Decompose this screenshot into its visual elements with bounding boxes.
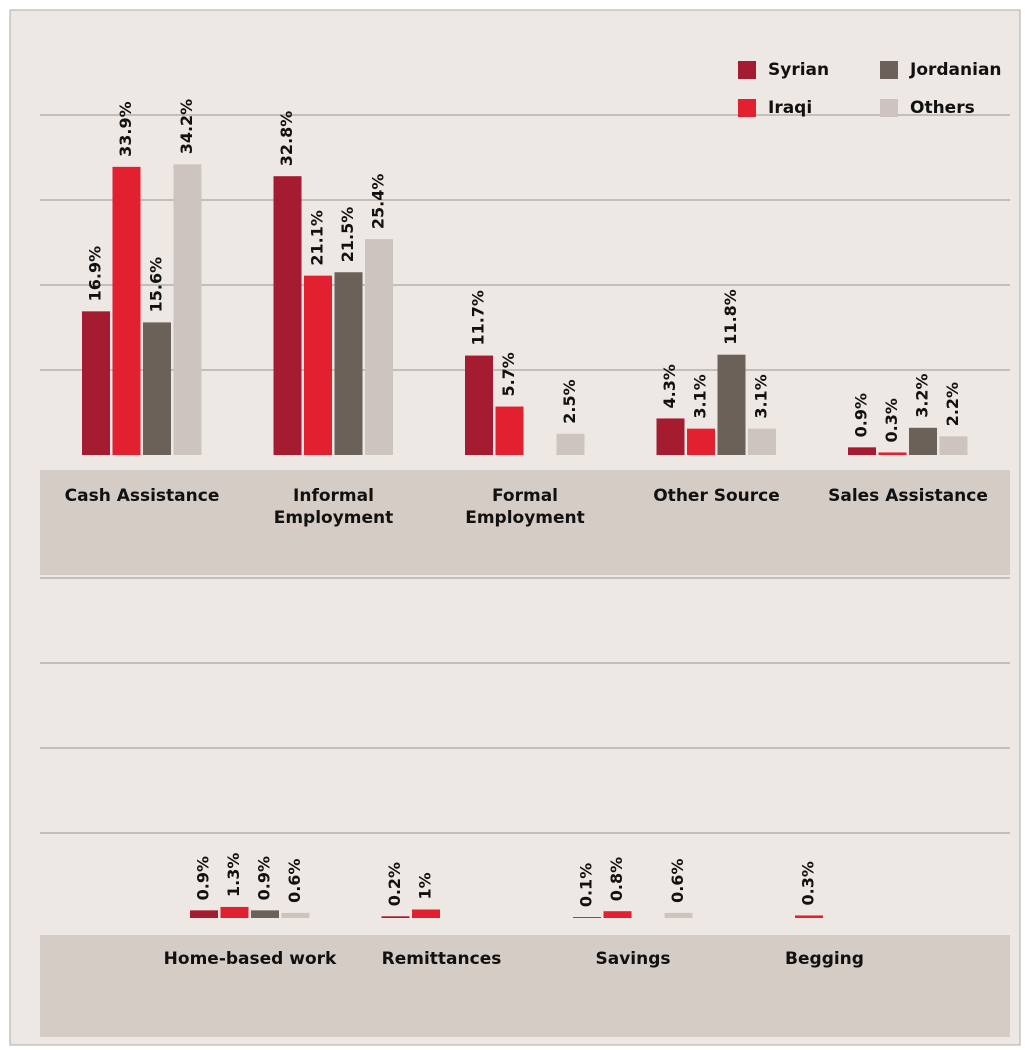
bar (909, 427, 937, 455)
bar (465, 355, 493, 455)
legend-swatch (880, 61, 898, 79)
category-label: Cash Assistance (64, 486, 220, 506)
bar (190, 910, 218, 918)
value-label: 3.1% (691, 374, 710, 418)
legend-swatch (738, 61, 756, 79)
value-label: 34.2% (177, 99, 196, 155)
bar (717, 354, 746, 455)
bar (412, 909, 440, 918)
value-label: 5.7% (499, 352, 518, 396)
bar (664, 912, 693, 918)
category-band (40, 935, 1010, 1037)
value-label: 3.1% (752, 374, 771, 418)
value-label: 0.3% (882, 398, 901, 442)
bar (748, 428, 776, 455)
value-label: 0.6% (668, 859, 687, 903)
bar (365, 239, 393, 455)
value-label: 1% (416, 872, 435, 899)
bar (304, 275, 332, 455)
legend-label: Jordanian (909, 60, 1002, 80)
value-label: 15.6% (147, 257, 166, 313)
bar (273, 176, 302, 455)
value-label: 3.2% (913, 373, 932, 417)
category-label: Remittances (381, 949, 502, 969)
bar (878, 452, 907, 455)
bar (334, 272, 363, 455)
bar (939, 436, 968, 455)
value-label: 16.9% (86, 246, 105, 302)
value-label: 0.9% (852, 393, 871, 437)
value-label: 11.8% (721, 289, 740, 345)
value-label: 21.5% (338, 207, 357, 263)
category-label: Begging (785, 949, 864, 969)
bar (251, 910, 279, 918)
bar (603, 911, 632, 918)
bar (848, 447, 876, 455)
category-label: Savings (595, 949, 671, 969)
bar (281, 912, 310, 918)
bar (173, 164, 202, 456)
bar (656, 418, 685, 455)
category-label: Other Source (653, 486, 780, 506)
bar (220, 906, 249, 918)
category-label: Formal Employment (465, 486, 585, 528)
value-label: 2.5% (560, 379, 579, 423)
value-label: 0.8% (607, 857, 626, 901)
value-label: 33.9% (116, 101, 135, 157)
category-band (40, 470, 1010, 575)
bar (556, 433, 585, 455)
bar (495, 406, 524, 455)
value-label: 0.9% (194, 856, 213, 900)
bar (82, 311, 110, 455)
category-label: Home-based work (163, 949, 337, 969)
category-label: Informal Employment (273, 486, 394, 528)
value-label: 4.3% (660, 364, 679, 408)
value-label: 2.2% (943, 382, 962, 426)
value-label: 0.9% (255, 856, 274, 900)
value-label: 1.3% (224, 853, 243, 897)
value-label: 21.1% (308, 210, 327, 266)
bar (112, 166, 141, 455)
value-label: 0.6% (285, 859, 304, 903)
value-label: 0.1% (577, 863, 596, 907)
legend-label: Syrian (768, 60, 829, 80)
legend-label: Iraqi (768, 98, 812, 118)
bar (381, 916, 410, 918)
value-label: 0.2% (385, 862, 404, 906)
value-label: 25.4% (369, 174, 388, 230)
value-label: 0.3% (799, 861, 818, 905)
legend-label: Others (910, 98, 975, 118)
value-label: 32.8% (277, 111, 296, 167)
bar (795, 915, 823, 918)
bar (143, 322, 171, 455)
legend-swatch (738, 99, 756, 117)
bar (687, 428, 715, 455)
category-label: Sales Assistance (828, 486, 988, 506)
legend-swatch (880, 99, 898, 117)
value-label: 11.7% (469, 290, 488, 346)
bar (573, 917, 601, 918)
